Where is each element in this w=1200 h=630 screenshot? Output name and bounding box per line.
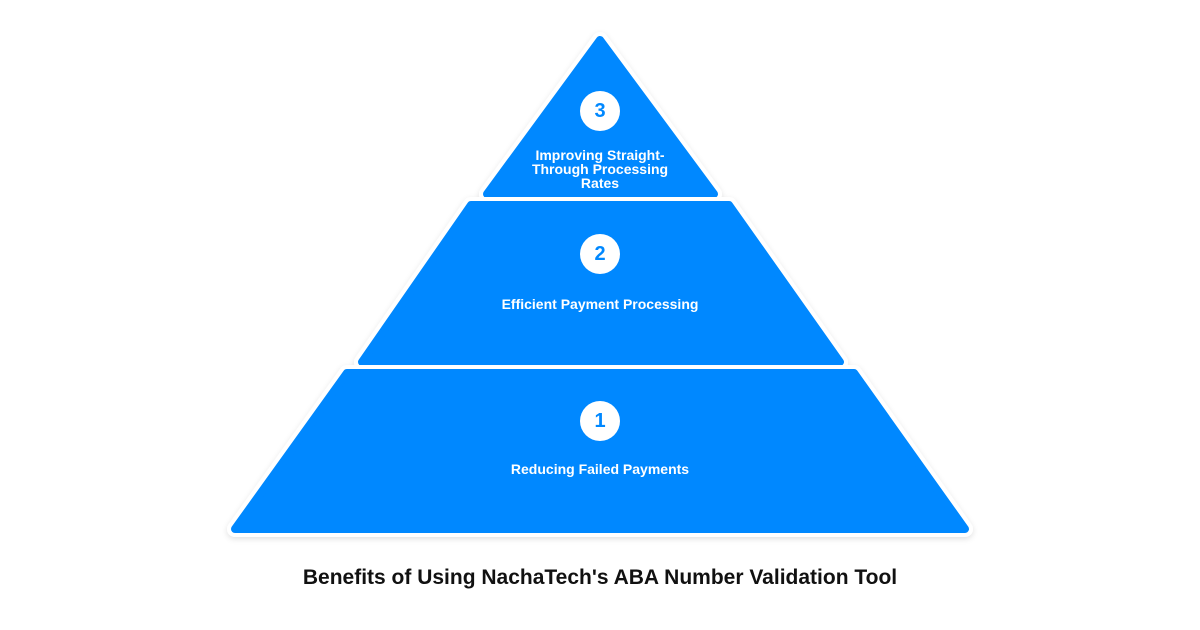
tier-2-label: Efficient Payment Processing [501, 296, 699, 312]
tier-3-number-badge: 3 [580, 91, 620, 131]
tier-1-number-badge: 1 [580, 401, 620, 441]
diagram-caption: Benefits of Using NachaTech's ABA Number… [302, 566, 898, 589]
tier-1-number: 1 [594, 409, 606, 432]
tier-1-label: Reducing Failed Payments [510, 461, 690, 477]
tier-2-number: 2 [594, 242, 606, 265]
tier-3-label: Improving Straight-Through Processing Ra… [531, 147, 669, 191]
tier-2-number-badge: 2 [580, 234, 620, 274]
tier-3-number: 3 [594, 99, 606, 122]
